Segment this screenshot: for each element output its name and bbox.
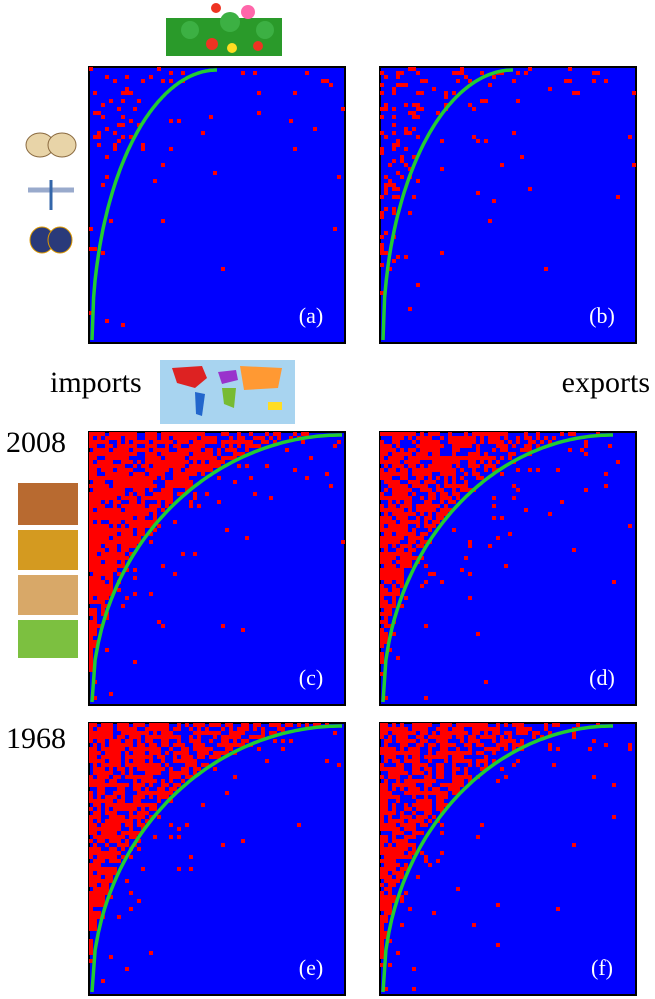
fit-curve [90, 433, 342, 703]
fit-curve [381, 724, 613, 993]
imports-heading: imports [50, 366, 142, 399]
fit-curve [381, 433, 613, 703]
panel-label: (d) [589, 665, 615, 690]
matrix-cells [89, 723, 341, 983]
exports-heading: exports [562, 366, 650, 399]
fit-curve [381, 68, 513, 341]
world-map-icon [160, 360, 295, 424]
year-label: 1968 [6, 722, 66, 755]
insect-icons [25, 132, 77, 254]
matrix-cells [89, 432, 345, 700]
panel-label: (b) [589, 303, 615, 328]
fit-curve [90, 724, 342, 993]
panel-label: (e) [299, 955, 323, 980]
panel-label: (a) [299, 303, 323, 328]
matrix [88, 66, 346, 344]
matrix-cells [380, 432, 632, 700]
fit-curve [90, 68, 217, 341]
matrix [379, 66, 637, 344]
photo-icons [18, 483, 78, 658]
flowers-icon [166, 3, 282, 56]
matrix-cells [380, 723, 632, 991]
panel-label: (c) [299, 665, 323, 690]
panel-label: (f) [591, 955, 613, 980]
year-label: 2008 [6, 426, 66, 459]
